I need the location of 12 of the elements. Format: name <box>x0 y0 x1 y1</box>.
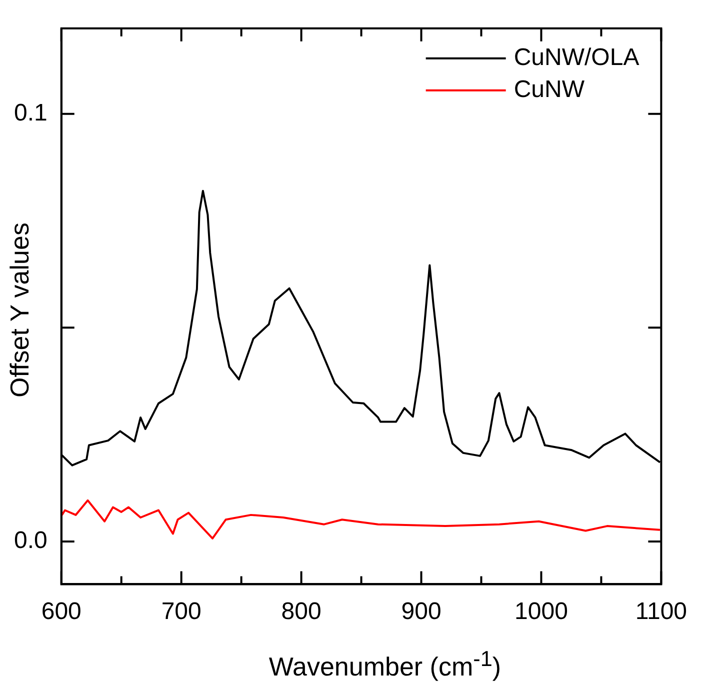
x-tick-label: 1000 <box>514 598 568 626</box>
x-tick-label: 800 <box>281 598 322 626</box>
x-tick-label: 700 <box>161 598 202 626</box>
x-tick-label: 600 <box>41 598 82 626</box>
x-tick-label: 1100 <box>635 598 687 626</box>
y-axis-title: Offset Y values <box>4 222 36 398</box>
legend-label: CuNW/OLA <box>514 44 640 72</box>
y-tick-label: 0.1 <box>14 100 48 127</box>
legend-label: CuNW <box>514 76 585 104</box>
x-tick-label: 900 <box>401 598 442 626</box>
x-axis-title: Wavenumber (cm$^{-1}$) <box>268 646 502 683</box>
y-tick-label: 0.0 <box>14 527 48 554</box>
